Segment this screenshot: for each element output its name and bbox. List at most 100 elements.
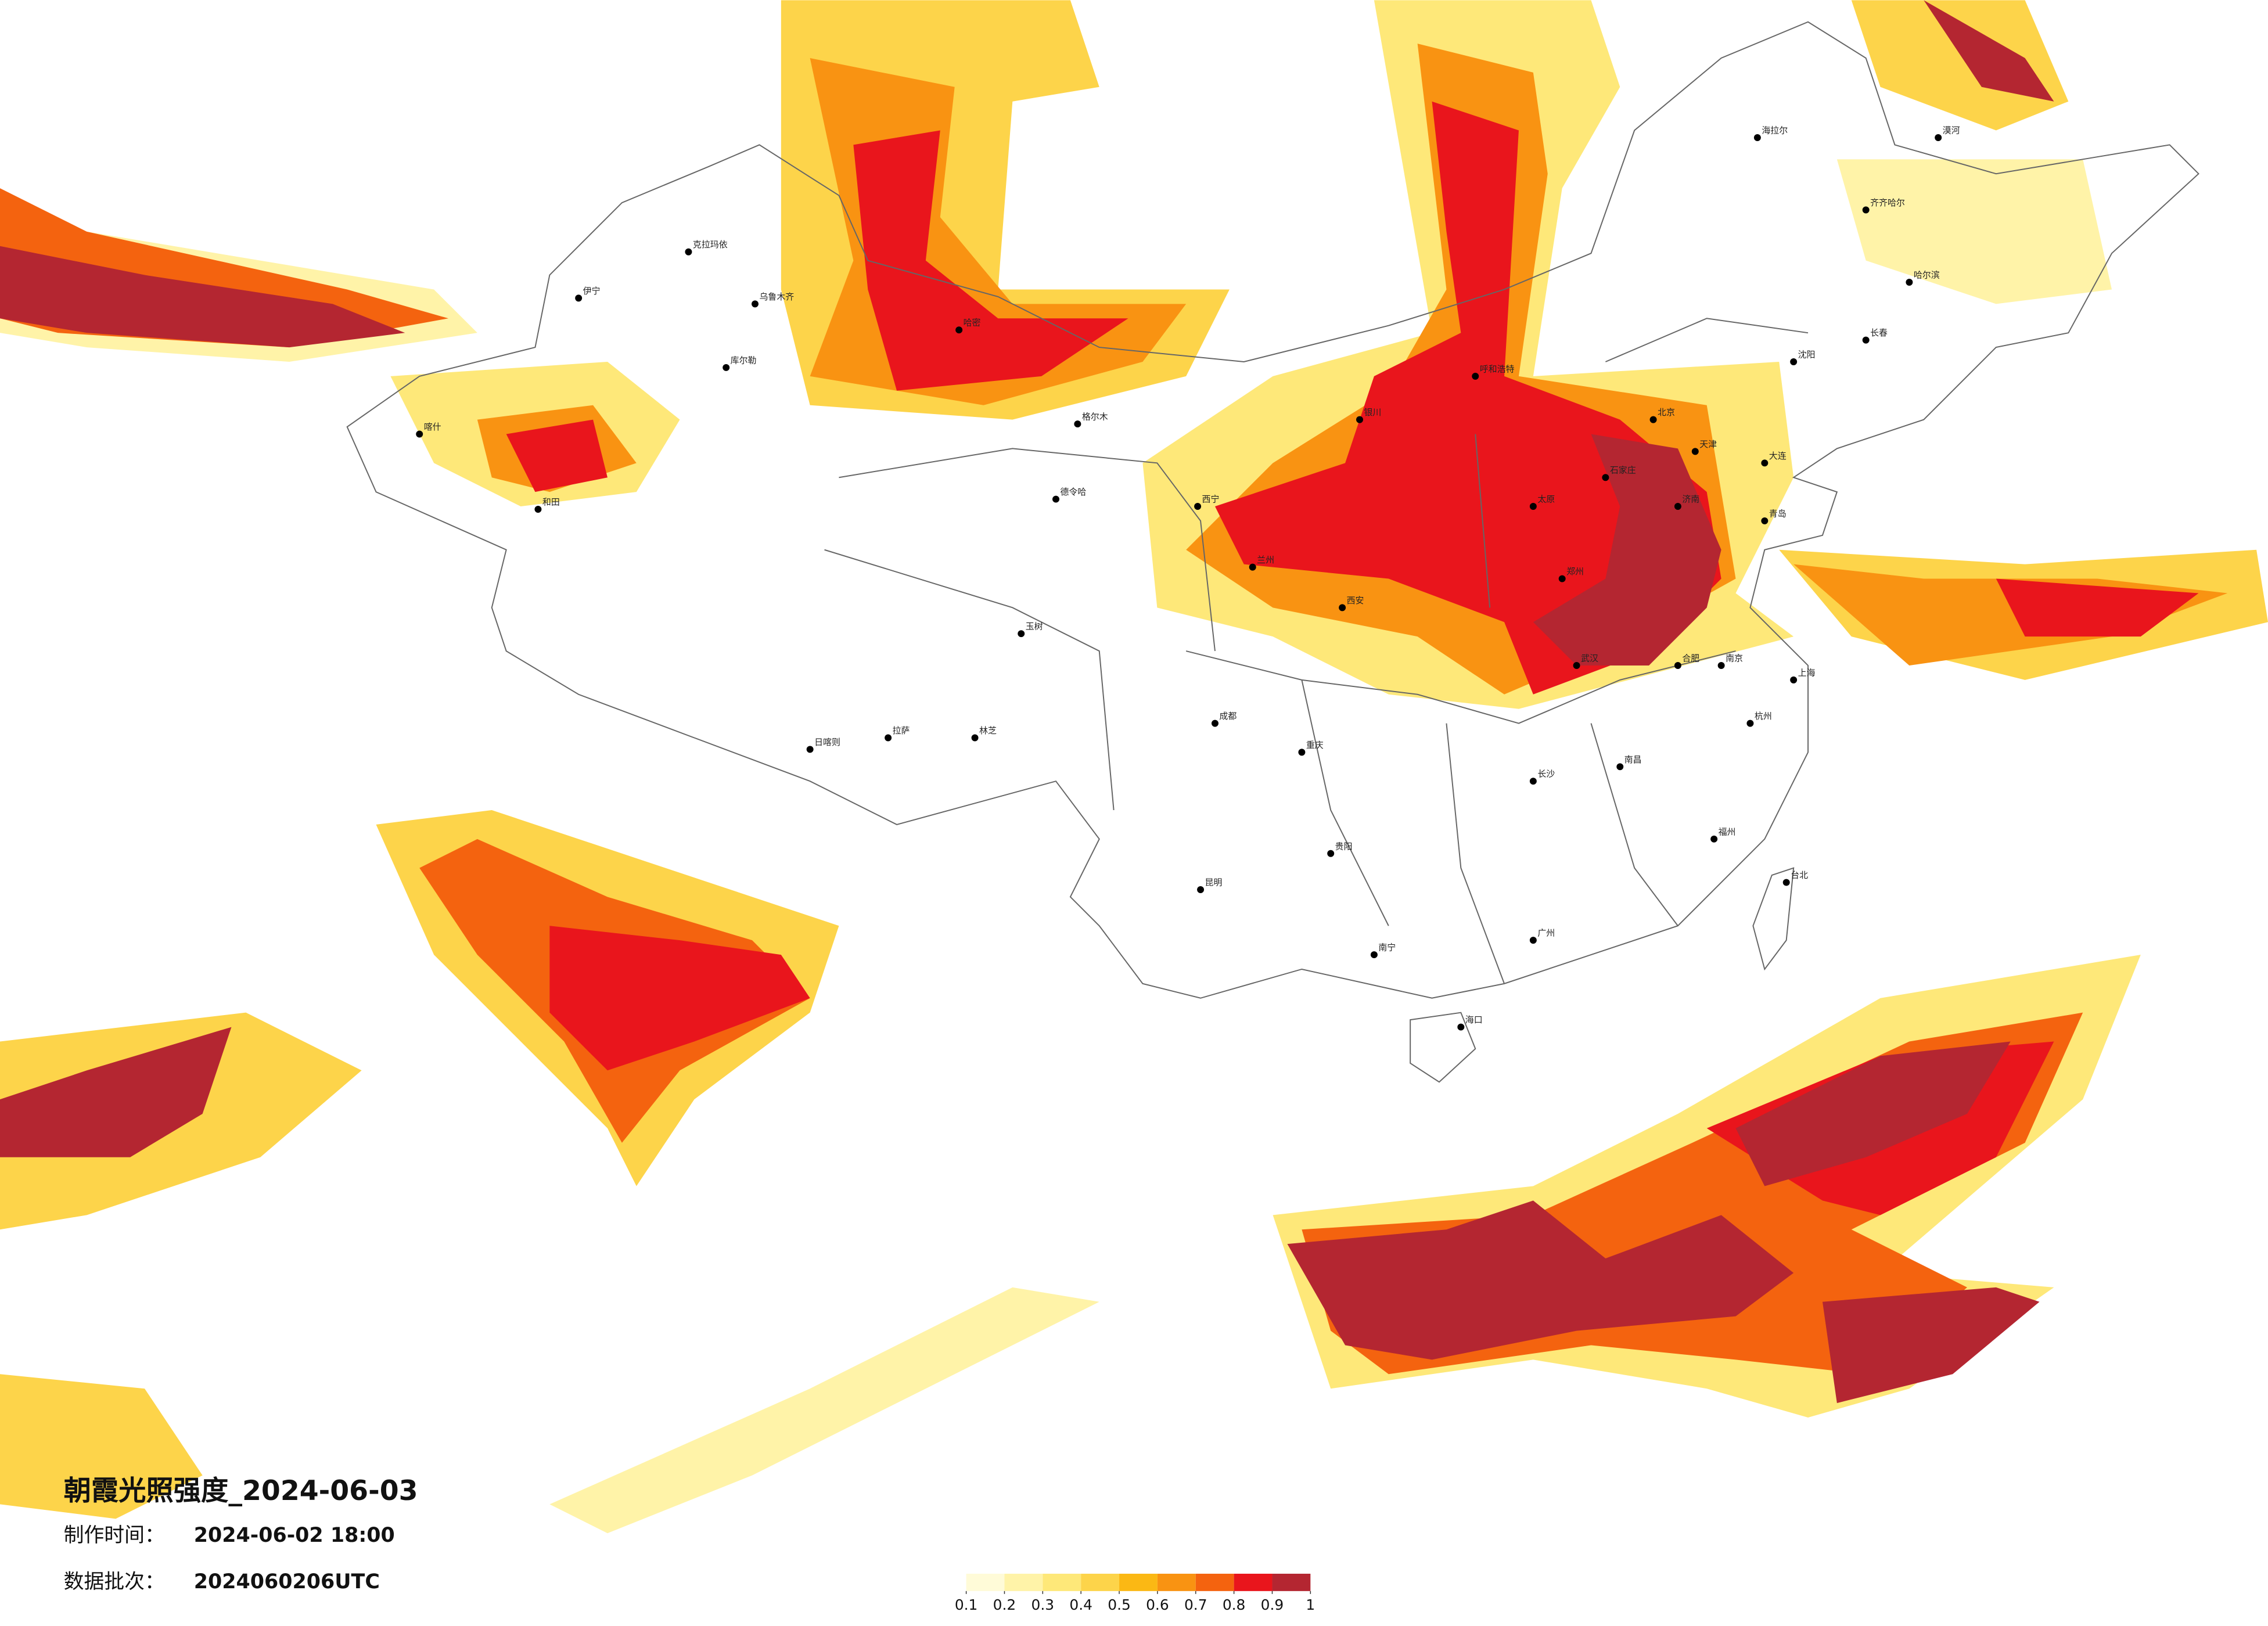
city-label: 北京 xyxy=(1658,407,1675,418)
cloud-region xyxy=(0,1027,232,1157)
city-dot xyxy=(1529,503,1537,510)
city-label: 南京 xyxy=(1726,653,1743,664)
city-label: 西安 xyxy=(1347,595,1364,606)
city-dot xyxy=(1602,474,1609,481)
legend-tick-label: 1 xyxy=(1306,1596,1315,1613)
city-label: 林芝 xyxy=(979,725,997,736)
legend-swatch xyxy=(1272,1573,1311,1591)
city-label: 南宁 xyxy=(1378,942,1396,953)
city-label: 漠河 xyxy=(1943,125,1960,135)
city-label: 武汉 xyxy=(1581,653,1598,664)
city-label: 昆明 xyxy=(1205,877,1223,888)
city-label: 日喀则 xyxy=(814,737,840,747)
city-label: 南昌 xyxy=(1624,754,1642,765)
city-dot xyxy=(1197,886,1205,893)
city-label: 台北 xyxy=(1791,870,1808,880)
city-dot xyxy=(1074,420,1081,428)
cloud-region xyxy=(549,1287,1099,1534)
city-dot xyxy=(723,364,730,371)
city-label: 济南 xyxy=(1682,494,1699,505)
cloud-region xyxy=(1924,0,2054,102)
city-label: 重庆 xyxy=(1306,740,1324,750)
city-label: 库尔勒 xyxy=(731,355,757,365)
city-dot xyxy=(1674,503,1681,510)
data-batch-value: 2024060206UTC xyxy=(194,1570,380,1593)
city-label: 海拉尔 xyxy=(1762,125,1788,135)
city-dot xyxy=(1472,372,1479,380)
cloud-region xyxy=(1851,0,2069,131)
cloud-region xyxy=(0,1374,203,1519)
border xyxy=(346,21,2199,999)
city-label: 呼和浩特 xyxy=(1480,364,1515,374)
city-dot xyxy=(1370,951,1378,959)
city-dot xyxy=(1573,661,1580,669)
cloud-region xyxy=(1836,159,2112,304)
city-dot xyxy=(1862,206,1870,214)
data-batch-label: 数据批次： xyxy=(64,1570,165,1593)
city-dot xyxy=(1710,835,1718,843)
city-dot xyxy=(1746,720,1754,727)
city-dot xyxy=(1558,575,1566,582)
cloud-region xyxy=(1214,101,1721,695)
city-label: 哈尔滨 xyxy=(1914,270,1940,280)
city-dot xyxy=(1529,937,1537,944)
city-dot xyxy=(685,248,692,256)
legend-tick-label: 0.3 xyxy=(1031,1596,1055,1613)
city-label: 兰州 xyxy=(1257,555,1274,565)
legend-swatch xyxy=(1081,1573,1120,1591)
city-dot xyxy=(1761,517,1769,524)
city-dot xyxy=(1356,416,1363,423)
city-dot xyxy=(1194,503,1202,510)
legend-tick-label: 0.5 xyxy=(1108,1596,1131,1613)
cloud-region xyxy=(1287,1200,1794,1360)
city-dot xyxy=(416,430,423,438)
province-border xyxy=(824,318,1809,984)
legend-tick-label: 0.4 xyxy=(1069,1596,1092,1613)
city-label: 齐齐哈尔 xyxy=(1870,197,1905,208)
china-outline xyxy=(346,21,2199,1083)
city-label: 沈阳 xyxy=(1798,350,1816,360)
legend-tick-label: 0.6 xyxy=(1146,1596,1169,1613)
legend-swatch xyxy=(1004,1573,1043,1591)
legend-swatch xyxy=(1234,1573,1273,1591)
city-label: 福州 xyxy=(1719,826,1736,837)
city-dot xyxy=(1457,1023,1465,1031)
legend-swatch xyxy=(1119,1573,1158,1591)
city-dot xyxy=(1790,358,1798,365)
city-label: 喀什 xyxy=(424,422,441,432)
legend-tick-label: 0.1 xyxy=(955,1596,978,1613)
city-dot xyxy=(1211,720,1219,727)
island-border xyxy=(1752,867,1795,971)
city-label: 玉树 xyxy=(1026,621,1043,632)
city-dot xyxy=(955,326,963,334)
city-label: 青岛 xyxy=(1769,508,1787,519)
legend-swatch xyxy=(1195,1573,1234,1591)
city-dot xyxy=(752,300,759,308)
cloud-region xyxy=(1996,578,2199,637)
city-label: 杭州 xyxy=(1755,711,1772,721)
cloud-region xyxy=(0,246,405,348)
city-label: 合肥 xyxy=(1682,653,1699,664)
city-label: 长沙 xyxy=(1537,769,1555,779)
city-dot xyxy=(1616,763,1624,771)
city-label: 石家庄 xyxy=(1610,465,1636,476)
city-dot xyxy=(1782,879,1790,886)
map-title: 朝霞光照强度_2024-06-03 xyxy=(64,1475,418,1507)
city-label: 海口 xyxy=(1465,1015,1483,1025)
city-label: 德令哈 xyxy=(1060,487,1086,497)
city-label: 贵阳 xyxy=(1335,841,1353,851)
production-time-label: 制作时间： xyxy=(64,1524,165,1547)
city-label: 太原 xyxy=(1537,494,1555,505)
legend-swatch xyxy=(1043,1573,1081,1591)
city-label: 乌鲁木齐 xyxy=(759,292,794,302)
city-dot xyxy=(1674,661,1681,669)
city-label: 拉萨 xyxy=(893,725,910,736)
intensity-field xyxy=(0,0,2268,1534)
city-dot xyxy=(1649,416,1657,423)
legend-tick-label: 0.9 xyxy=(1261,1596,1284,1613)
production-time-value: 2024-06-02 18:00 xyxy=(194,1524,395,1547)
island-border xyxy=(1410,1012,1476,1083)
city-label: 银川 xyxy=(1364,407,1381,418)
city-dot xyxy=(1761,459,1769,467)
city-dot xyxy=(575,294,583,302)
